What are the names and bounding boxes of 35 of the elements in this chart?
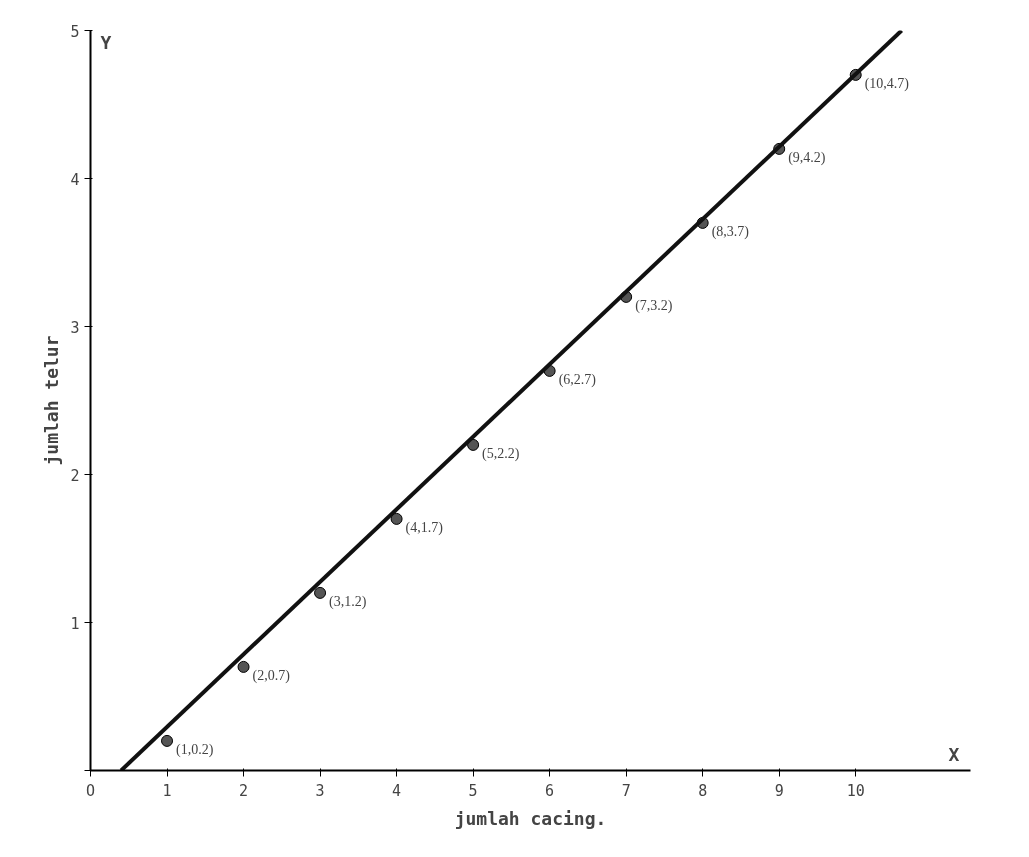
y-axis-title: jumlah telur (41, 335, 63, 466)
point (467, 438, 480, 451)
annotation: X (948, 743, 960, 765)
data-label: (4,1.7) (405, 519, 444, 536)
point (314, 586, 327, 599)
y-tick-label: 3 (70, 318, 80, 337)
y-tick-label: 2 (70, 466, 80, 485)
x-tick-label: 5 (468, 781, 478, 800)
data-label: (1,0.2) (176, 741, 214, 758)
annotation: Y (100, 31, 112, 53)
x-tick-label: 9 (774, 781, 784, 800)
x-tick-label: 10 (846, 781, 865, 800)
x-axis-title: jumlah cacing. (454, 807, 607, 829)
data-label: (9,4.2) (788, 149, 826, 166)
y-tick-label: 1 (70, 614, 80, 633)
x-tick-label: 1 (162, 781, 172, 800)
x-tick-label: 3 (315, 781, 325, 800)
data-label: (6,2.7) (558, 371, 597, 388)
data-label: (8,3.7) (711, 223, 750, 240)
x-tick-label: 2 (239, 781, 249, 800)
data-label: (2,0.7) (252, 667, 291, 684)
point (237, 660, 250, 673)
point (161, 734, 174, 747)
point (390, 512, 403, 525)
data-label: (7,3.2) (635, 297, 673, 314)
y-tick-label: 5 (70, 22, 80, 41)
x-tick-label: 8 (698, 781, 708, 800)
x-tick-label: 4 (392, 781, 402, 800)
x-tick-label: 7 (621, 781, 631, 800)
data-label: (10,4.7) (864, 75, 910, 92)
x-tick-label: O (85, 781, 96, 800)
x-tick-label: 6 (545, 781, 555, 800)
y-tick-label: 4 (70, 170, 80, 189)
data-label: (3,1.2) (329, 593, 367, 610)
data-label: (5,2.2) (482, 445, 520, 462)
